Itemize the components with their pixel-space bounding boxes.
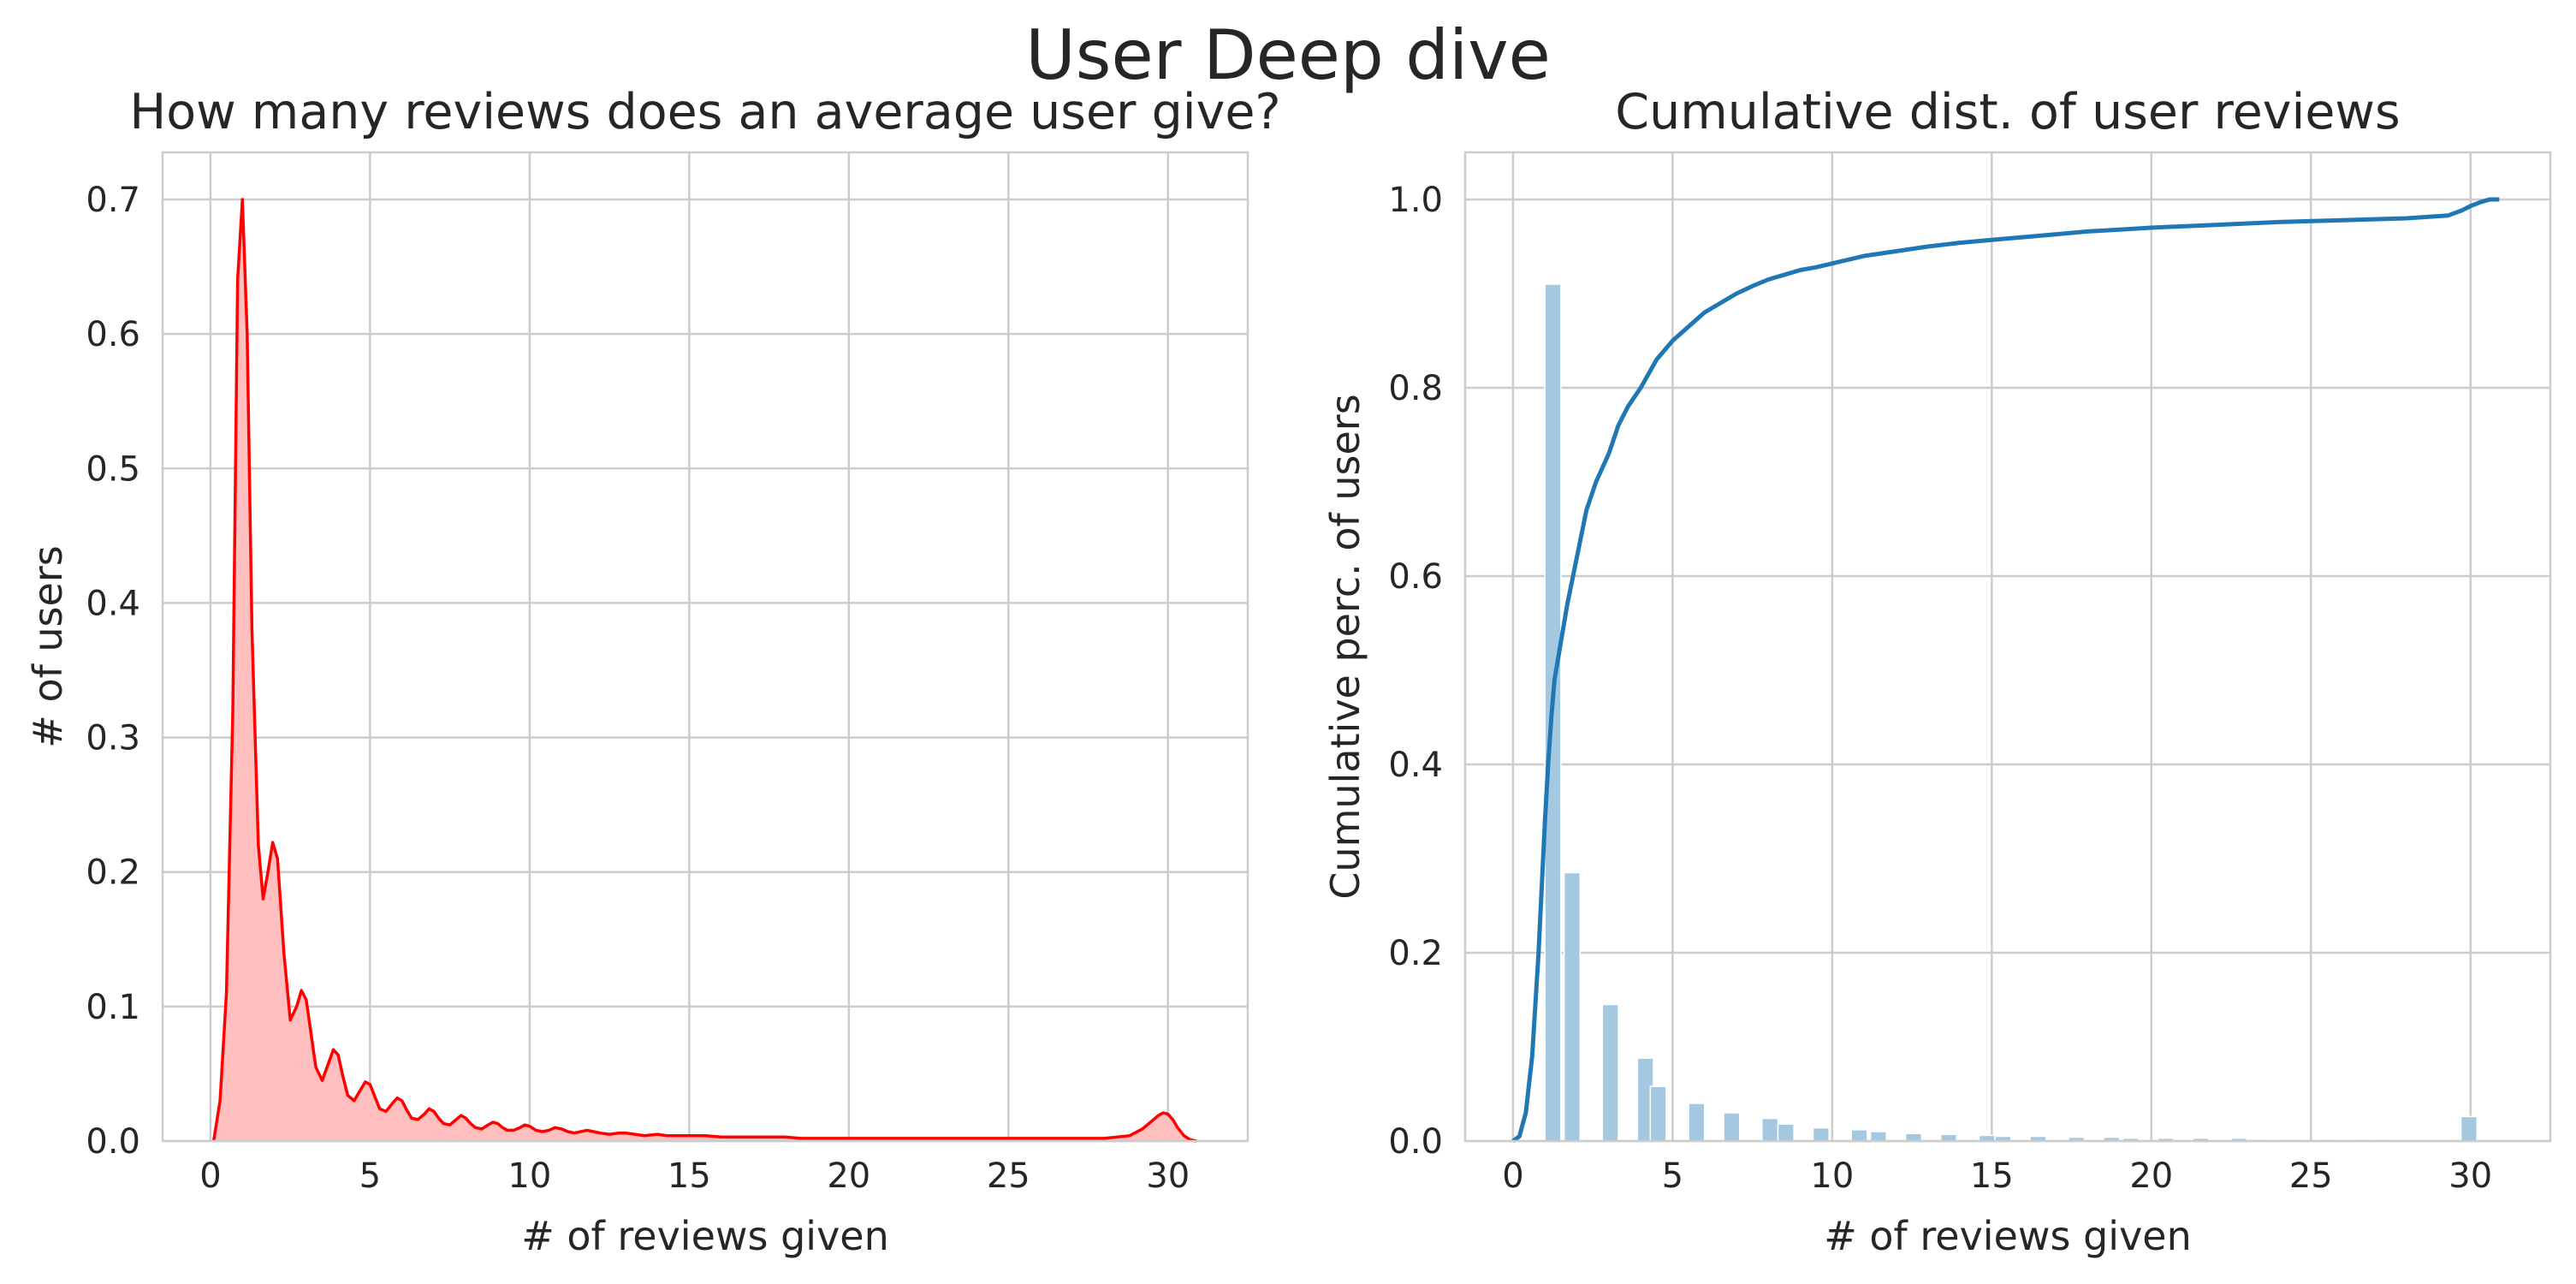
y-tick-label: 0.6 — [86, 315, 140, 354]
x-tick-label: 15 — [668, 1156, 711, 1196]
left-chart-panel: 0 5 10 15 20 25 30 0.0 0.1 0.2 0.3 0.4 0.5 0.6 0.7 How … — [25, 84, 1281, 1259]
histogram-bar — [1850, 1129, 1868, 1142]
x-tick-label: 20 — [827, 1156, 870, 1196]
x-axis-label: # of reviews given — [521, 1213, 889, 1259]
x-tick-label: 30 — [2448, 1156, 2492, 1196]
histogram-bar — [1649, 1085, 1667, 1142]
x-tick-label: 0 — [1502, 1156, 1523, 1196]
y-tick-label: 0.0 — [1388, 1122, 1443, 1162]
x-tick-label: 10 — [1810, 1156, 1854, 1196]
x-tick-label: 0 — [199, 1156, 221, 1196]
y-tick-label: 0.7 — [86, 181, 140, 220]
histogram-bar — [1904, 1132, 1923, 1142]
plot-frame — [161, 151, 1249, 1143]
histogram-bar — [1723, 1112, 1741, 1142]
x-tick-label: 25 — [2289, 1156, 2333, 1196]
y-tick-label: 0.4 — [1388, 746, 1443, 785]
plot-frame — [1463, 151, 2552, 1143]
x-tick-label: 5 — [1662, 1156, 1683, 1196]
y-tick-label: 0.2 — [86, 853, 140, 893]
histogram-bar — [1869, 1131, 1888, 1142]
x-axis-label: # of reviews given — [1824, 1213, 2192, 1259]
y-tick-label: 0.6 — [1388, 557, 1443, 597]
cumulative-line — [1511, 197, 2500, 1144]
density-area — [213, 199, 1197, 1141]
y-tick-label: 0.3 — [86, 719, 140, 758]
x-tick-label: 10 — [507, 1156, 551, 1196]
x-tick-label: 30 — [1146, 1156, 1190, 1196]
y-tick-label: 0.0 — [86, 1122, 140, 1162]
y-tick-label: 1.0 — [1388, 181, 1443, 220]
x-tick-label: 20 — [2129, 1156, 2173, 1196]
y-axis-label: # of users — [25, 545, 71, 747]
y-axis-label: Cumulative perc. of users — [1322, 394, 1368, 899]
histogram-bar — [1761, 1117, 1779, 1142]
x-tick-label: 15 — [1970, 1156, 2014, 1196]
x-tick-label: 5 — [359, 1156, 381, 1196]
chart-title: How many reviews does an average user gi… — [129, 84, 1280, 140]
histogram-bar — [1563, 871, 1582, 1142]
y-tick-label: 0.8 — [1388, 369, 1443, 408]
histogram-bar — [1812, 1126, 1830, 1142]
y-tick-label: 0.1 — [86, 988, 140, 1027]
figure-title: User Deep dive — [1025, 15, 1551, 95]
y-tick-label: 0.5 — [86, 449, 140, 489]
density-line — [211, 198, 1197, 1143]
histogram-bar — [1777, 1123, 1795, 1142]
chart-title: Cumulative dist. of user reviews — [1615, 84, 2400, 140]
histogram-bar — [1601, 1003, 1619, 1142]
y-tick-label: 0.2 — [1388, 934, 1443, 973]
histogram-bar — [1688, 1103, 1706, 1142]
y-tick-label: 0.4 — [86, 584, 140, 623]
x-tick-label: 25 — [987, 1156, 1030, 1196]
right-chart-panel: 0 5 10 15 20 25 30 0.0 0.2 0.4 0.6 0.8 1.0 Cumulative… — [1322, 84, 2552, 1259]
histogram-bar — [2460, 1115, 2478, 1142]
